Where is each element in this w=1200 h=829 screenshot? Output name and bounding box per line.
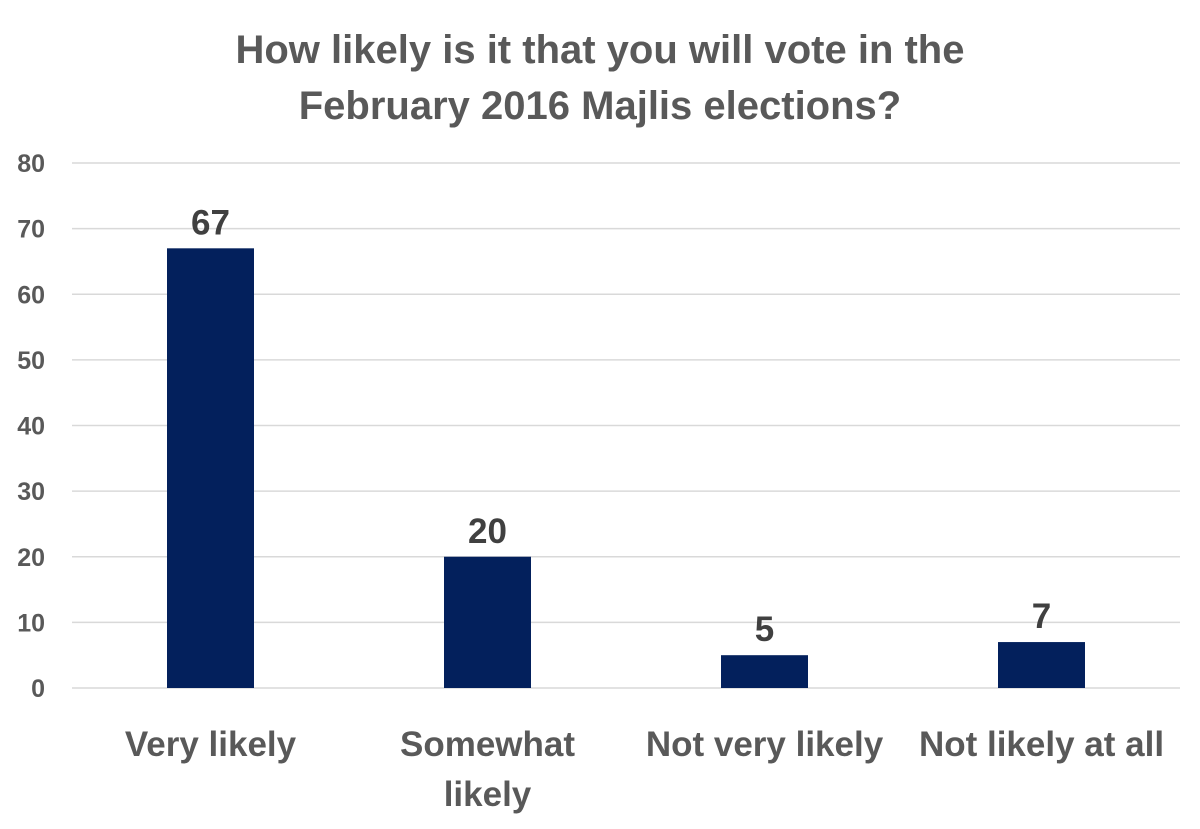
x-tick-label-line: Not likely at all (919, 725, 1164, 764)
y-tick-label: 20 (17, 544, 45, 572)
chart-title-line-2: February 2016 Majlis elections? (298, 84, 902, 128)
y-tick-label: 80 (17, 150, 45, 178)
chart-title: How likely is it that you will vote in t… (0, 22, 1200, 134)
bar (444, 556, 531, 688)
x-tick-label-line: Somewhat (400, 725, 575, 764)
x-tick-label-line: Very likely (125, 725, 297, 764)
bar (167, 248, 254, 688)
y-tick-label: 0 (31, 675, 45, 703)
data-label: 20 (468, 512, 507, 551)
x-tick-label: Not very likely (646, 725, 884, 764)
bar (998, 642, 1085, 688)
bar (721, 655, 808, 688)
y-tick-label: 30 (17, 478, 45, 506)
y-tick-label: 40 (17, 413, 45, 441)
data-label: 7 (1032, 597, 1051, 636)
x-tick-label-line: likely (444, 775, 532, 814)
y-tick-label: 50 (17, 347, 45, 375)
chart-title-line-1: How likely is it that you will vote in t… (235, 28, 965, 72)
x-tick-label-line: Not very likely (646, 725, 884, 764)
y-tick-label: 60 (17, 281, 45, 309)
x-tick-label: Very likely (125, 725, 297, 764)
x-tick-label: Somewhat likely (400, 725, 575, 814)
y-tick-label: 10 (17, 609, 45, 637)
data-label: 67 (191, 203, 230, 242)
x-tick-label: Not likely at all (919, 725, 1164, 764)
y-tick-label: 70 (17, 216, 45, 244)
data-label: 5 (755, 610, 774, 649)
